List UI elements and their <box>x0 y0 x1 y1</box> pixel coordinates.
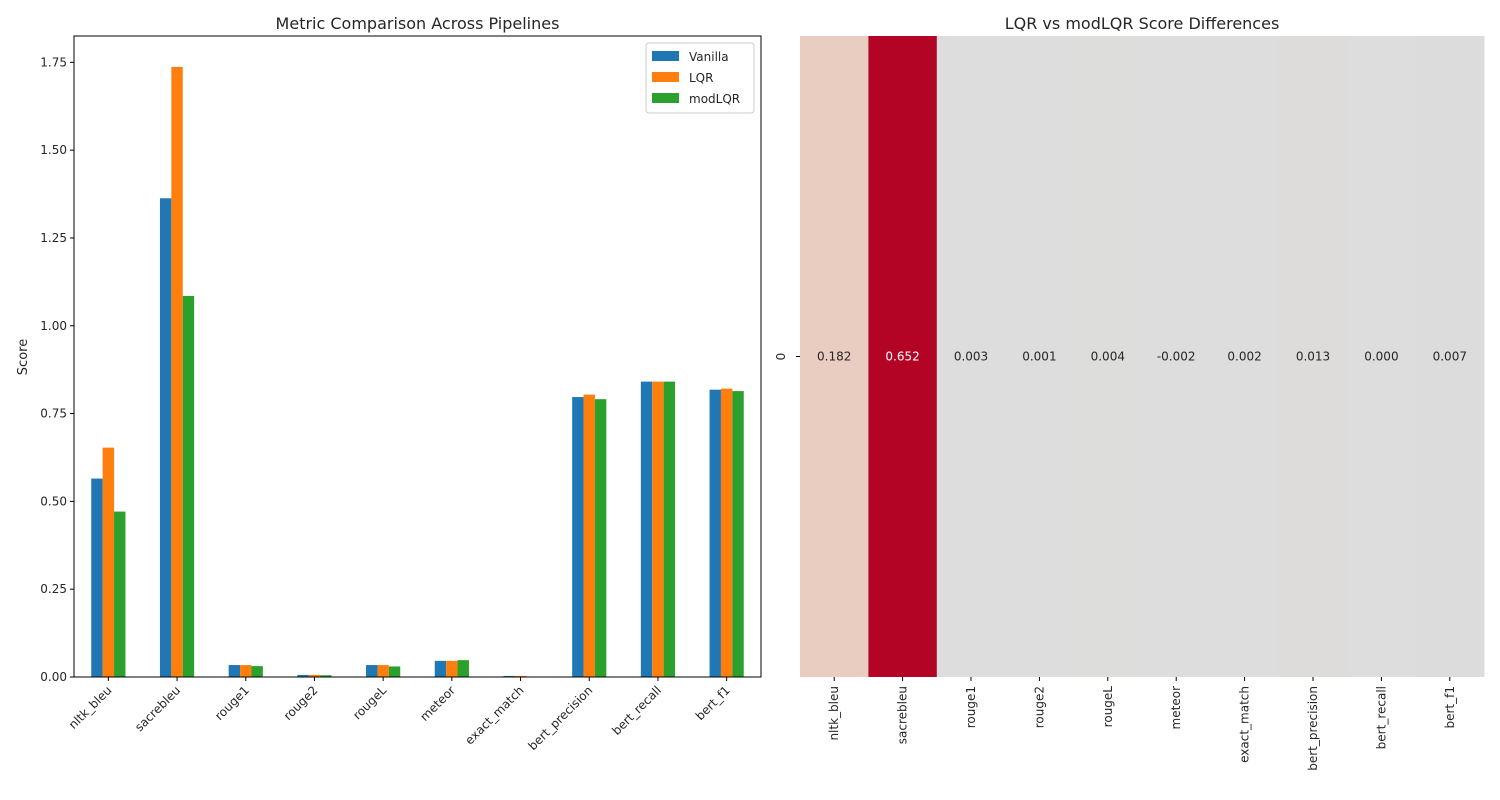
bar-modLQR-bert_recall <box>663 381 676 677</box>
bar-LQR-rougeL <box>377 665 389 677</box>
legend-label-LQR: LQR <box>689 71 713 85</box>
heatmap-cell-bert_f1 <box>1415 36 1485 677</box>
bar-Vanilla-nltk_bleu <box>91 478 103 677</box>
bar-Vanilla-bert_recall <box>640 381 653 677</box>
heatmap-cell-label-meteor: -0.002 <box>1157 350 1196 364</box>
bar-LQR-rouge2 <box>308 674 321 677</box>
bar-chart-plot-frame <box>73 35 762 678</box>
heatmap-x-tick-label-bert_recall: bert_recall <box>1374 686 1388 749</box>
bar-modLQR-bert_f1 <box>732 391 744 677</box>
heatmap-cell-label-rouge1: 0.003 <box>954 350 988 364</box>
heatmap-cell-rougeL <box>1073 36 1143 677</box>
bar-modLQR-sacrebleu <box>182 295 195 677</box>
heatmap-cell-exact_match <box>1210 36 1280 677</box>
legend-swatch-modLQR <box>652 93 679 103</box>
x-tick-label-sacrebleu: sacrebleu <box>132 683 183 734</box>
bar-LQR-exact_match <box>514 675 527 677</box>
bar-LQR-bert_precision <box>583 394 595 677</box>
heatmap-cell-label-bert_f1: 0.007 <box>1433 350 1467 364</box>
heatmap-x-tick-label-rouge2: rouge2 <box>1032 686 1046 728</box>
heatmap-cell-label-bert_recall: 0.000 <box>1364 350 1398 364</box>
bar-Vanilla-exact_match <box>503 675 515 677</box>
heatmap-x-tick-label-sacrebleu: sacrebleu <box>896 686 910 744</box>
bar-Vanilla-meteor <box>434 660 447 677</box>
heatmap-x-tick-label-exact_match: exact_match <box>1238 686 1252 763</box>
y-tick-label-1: 0.25 <box>40 582 67 596</box>
y-tick-label-7: 1.75 <box>40 55 67 69</box>
bar-chart-x-ticks: nltk_bleu sacrebleu rouge1 rouge2 rougeL mete… <box>66 677 733 753</box>
heatmap-cell-label-exact_match: 0.002 <box>1227 350 1261 364</box>
x-tick-label-bert_precision: bert_precision <box>526 683 596 753</box>
bar-chart-bars <box>91 66 744 677</box>
bar-modLQR-rougeL <box>388 666 401 677</box>
heatmap-cell-bert_precision <box>1278 36 1348 677</box>
legend-label-Vanilla: Vanilla <box>689 50 729 64</box>
x-tick-label-bert_f1: bert_f1 <box>693 683 733 723</box>
y-tick-label-0: 0.00 <box>40 670 67 684</box>
heatmap-cell-label-nltk_bleu: 0.182 <box>817 350 851 364</box>
x-tick-label-rouge2: rouge2 <box>281 683 321 723</box>
heatmap: LQR vs modLQR Score Differences 0.182 0.6… <box>774 14 1485 771</box>
bar-LQR-sacrebleu <box>171 66 183 677</box>
heatmap-cell-label-bert_precision: 0.013 <box>1296 350 1330 364</box>
heatmap-cell-nltk_bleu <box>800 36 869 677</box>
heatmap-cell-rouge1 <box>936 36 1006 677</box>
heatmap-cell-rouge2 <box>1005 36 1075 677</box>
heatmap-x-tick-label-meteor: meteor <box>1169 686 1183 730</box>
heatmap-cell-sacrebleu <box>868 36 938 677</box>
x-tick-label-rougeL: rougeL <box>350 683 389 722</box>
y-tick-label-5: 1.25 <box>40 231 67 245</box>
bar-modLQR-rouge1 <box>251 666 263 677</box>
heatmap-x-tick-label-bert_f1: bert_f1 <box>1443 686 1457 729</box>
x-tick-label-exact_match: exact_match <box>462 683 526 747</box>
bar-modLQR-nltk_bleu <box>114 511 126 677</box>
y-tick-label-3: 0.75 <box>40 407 67 421</box>
bar-modLQR-rouge2 <box>320 675 332 677</box>
legend-label-modLQR: modLQR <box>689 92 740 106</box>
heatmap-cell-label-rougeL: 0.004 <box>1091 350 1125 364</box>
legend-swatch-Vanilla <box>652 51 679 61</box>
heatmap-x-tick-label-nltk_bleu: nltk_bleu <box>827 686 841 741</box>
heatmap-title: LQR vs modLQR Score Differences <box>1005 14 1280 33</box>
y-tick-label-2: 0.50 <box>40 494 67 508</box>
legend-swatch-LQR <box>652 72 679 82</box>
y-tick-label-6: 1.50 <box>40 143 67 157</box>
bar-modLQR-bert_precision <box>594 399 607 677</box>
bar-Vanilla-sacrebleu <box>159 198 172 677</box>
bar-Vanilla-rougeL <box>366 665 378 677</box>
bar-Vanilla-rouge1 <box>228 665 241 677</box>
bar-Vanilla-rouge2 <box>297 674 309 677</box>
x-tick-label-bert_recall: bert_recall <box>609 683 664 738</box>
heatmap-y-tick-label-0: 0 <box>774 353 788 361</box>
y-tick-label-4: 1.00 <box>40 319 67 333</box>
bar-Vanilla-bert_f1 <box>709 389 721 677</box>
heatmap-x-ticks: nltk_bleu sacrebleu rouge1 rouge2 rougeL mete… <box>827 677 1457 771</box>
bar-LQR-meteor <box>446 660 458 677</box>
bar-chart-y-axis-label: Score <box>16 339 31 375</box>
heatmap-x-tick-label-rougeL: rougeL <box>1101 686 1115 728</box>
bar-LQR-nltk_bleu <box>102 447 115 677</box>
heatmap-x-tick-label-bert_precision: bert_precision <box>1306 686 1320 771</box>
bar-chart: Metric Comparison Across Pipelines Score… <box>16 14 762 753</box>
heatmap-y-ticks: 0 <box>774 353 800 361</box>
bar-LQR-bert_f1 <box>720 388 733 677</box>
x-tick-label-rouge1: rouge1 <box>212 683 252 723</box>
heatmap-cell-label-sacrebleu: 0.652 <box>885 350 919 364</box>
bar-LQR-bert_recall <box>652 381 664 677</box>
x-tick-label-nltk_bleu: nltk_bleu <box>66 683 114 731</box>
bar-chart-y-ticks: 0.00 0.25 0.50 0.75 1.00 1.25 1.50 1.75 <box>40 55 74 684</box>
bar-Vanilla-bert_precision <box>572 397 584 677</box>
heatmap-cell-label-rouge2: 0.001 <box>1022 350 1056 364</box>
x-tick-label-meteor: meteor <box>417 683 458 724</box>
bar-chart-legend: Vanilla LQR modLQR <box>645 42 755 114</box>
bar-LQR-rouge1 <box>240 665 252 677</box>
heatmap-cell-meteor <box>1142 36 1211 677</box>
bar-chart-title: Metric Comparison Across Pipelines <box>276 14 560 33</box>
heatmap-cells <box>800 36 1485 677</box>
bar-modLQR-meteor <box>457 660 469 677</box>
heatmap-x-tick-label-rouge1: rouge1 <box>964 686 978 728</box>
heatmap-cell-bert_recall <box>1347 36 1417 677</box>
heatmap-cell-labels: 0.182 0.652 0.003 0.001 0.004 -0.002 0.002 0.01… <box>817 350 1467 364</box>
